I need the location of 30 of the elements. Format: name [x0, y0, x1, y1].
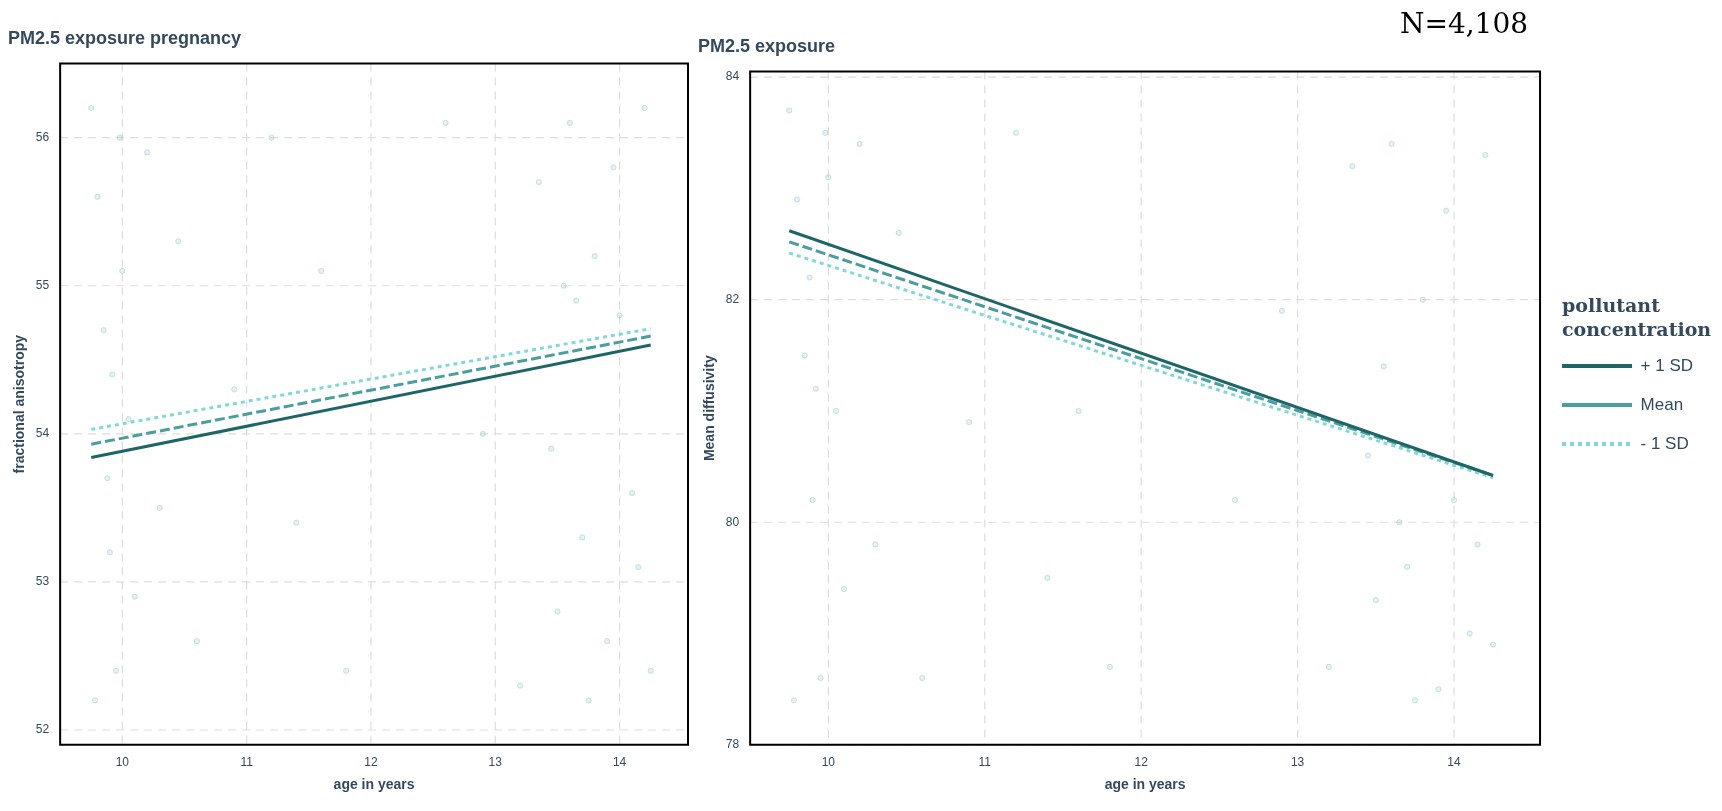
chart-title: PM2.5 exposure pregnancy: [8, 27, 242, 48]
y-tick-label: 52: [35, 722, 50, 737]
x-tick-label: 10: [821, 755, 836, 770]
x-tick-label: 11: [978, 755, 992, 770]
legend-label: Mean: [1640, 394, 1684, 414]
x-tick-label: 14: [1447, 755, 1462, 770]
y-tick-label: 78: [725, 737, 740, 752]
x-tick-label: 11: [240, 755, 254, 770]
y-tick-label: 80: [725, 514, 740, 529]
y-tick-label: 84: [725, 69, 740, 84]
text: N=4,108: [1399, 7, 1529, 41]
x-tick-label: 14: [612, 755, 627, 770]
x-axis-title: age in years: [333, 776, 415, 793]
y-tick-label: 56: [35, 129, 50, 144]
chart-title: PM2.5 exposure: [698, 35, 836, 56]
x-tick-label: 12: [364, 755, 378, 770]
y-tick-label: 55: [35, 278, 50, 293]
legend-label: + 1 SD: [1640, 355, 1694, 375]
legend-title: pollutant concentration: [1562, 293, 1712, 340]
x-tick-label: 10: [115, 755, 130, 770]
x-axis-title: age in years: [1104, 776, 1186, 793]
x-tick-label: 13: [488, 755, 503, 770]
x-tick-label: 13: [1290, 755, 1305, 770]
y-tick-label: 53: [35, 574, 50, 589]
legend-label: - 1 SD: [1640, 433, 1689, 453]
y-tick-label: 82: [725, 292, 740, 307]
y-axis-title: fractional anisotropy: [11, 334, 28, 474]
y-axis-title: Mean diffusivity: [701, 355, 718, 462]
y-tick-label: 54: [35, 426, 50, 441]
x-tick-label: 12: [1134, 755, 1149, 770]
